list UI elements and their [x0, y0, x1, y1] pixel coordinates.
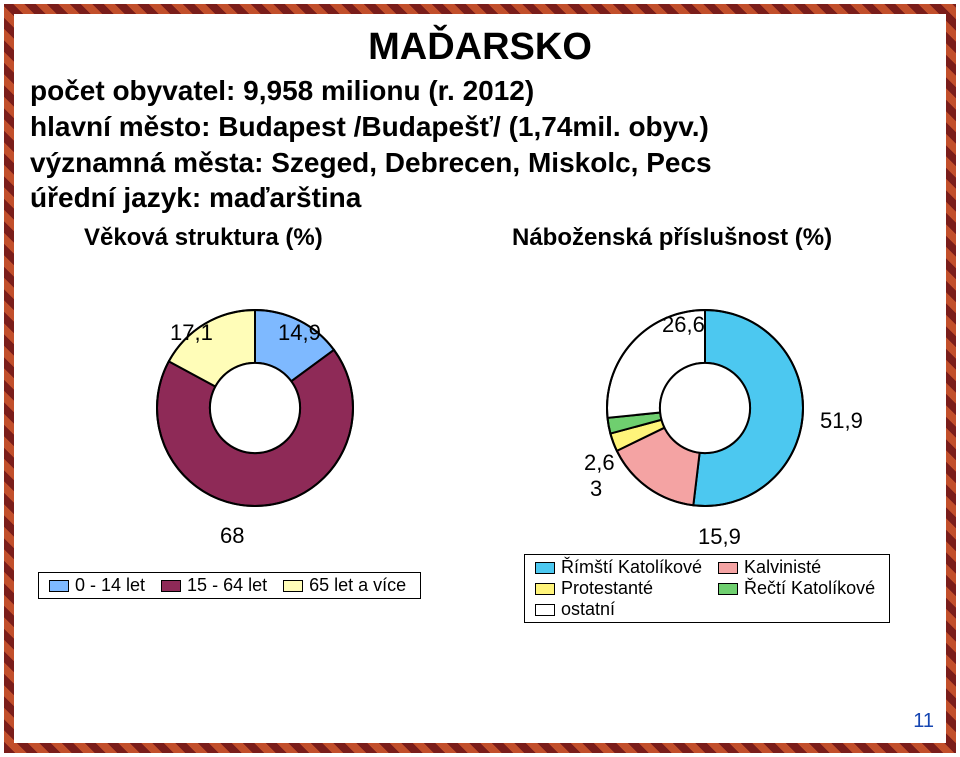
left-chart-cell: 14,9 68 17,1	[30, 258, 480, 548]
legend-swatch	[718, 562, 738, 574]
legend-item: Protestanté	[529, 578, 712, 599]
fact-cities: významná města: Szeged, Debrecen, Miskol…	[30, 145, 930, 181]
legend-swatch	[49, 580, 69, 592]
fact-capital: hlavní město: Budapest /Budapešť/ (1,74m…	[30, 109, 930, 145]
donut-chart	[480, 258, 930, 548]
right-chart-cell: 51,9 15,9 32,6 26,6	[480, 258, 930, 548]
slice-label: 15,9	[698, 524, 741, 550]
legend-label: 0 - 14 let	[75, 575, 145, 596]
legend-item: Kalvinisté	[712, 557, 885, 578]
legend-item: 0 - 14 let	[43, 575, 155, 596]
left-chart-title: Věková struktura (%)	[30, 224, 502, 252]
legend-item: 65 let a více	[277, 575, 416, 596]
right-legend-cell: Římští KatolíkovéProtestantéostatní Kalvi…	[480, 554, 930, 624]
legend-label: Řečtí Katolíkové	[744, 578, 875, 599]
legend-swatch	[535, 562, 555, 574]
slice-label: 68	[220, 523, 244, 549]
legend-item: ostatní	[529, 599, 712, 620]
right-legend: Římští KatolíkovéProtestantéostatní Kalvi…	[524, 554, 890, 623]
left-legend: 0 - 14 let 15 - 64 let 65 let a více	[38, 572, 421, 599]
slice-label: 2,6	[584, 450, 615, 476]
page-number: 11	[913, 710, 934, 733]
fact-population: počet obyvatel: 9,958 milionu (r. 2012)	[30, 73, 930, 109]
facts-block: počet obyvatel: 9,958 milionu (r. 2012) …	[30, 73, 930, 216]
legend-label: Kalvinisté	[744, 557, 821, 578]
legend-label: Protestanté	[561, 578, 653, 599]
legend-swatch	[535, 604, 555, 616]
legend-item: 15 - 64 let	[155, 575, 277, 596]
legend-label: Římští Katolíkové	[561, 557, 702, 578]
slice-label: 3	[590, 476, 602, 502]
slice-label: 14,9	[278, 320, 321, 346]
legend-swatch	[161, 580, 181, 592]
page-title: MAĎARSKO	[30, 26, 930, 69]
legend-swatch	[718, 583, 738, 595]
legend-label: 15 - 64 let	[187, 575, 267, 596]
legend-label: ostatní	[561, 599, 615, 620]
legend-swatch	[283, 580, 303, 592]
legend-label: 65 let a více	[309, 575, 406, 596]
slice-label: 51,9	[820, 408, 863, 434]
left-legend-cell: 0 - 14 let 15 - 64 let 65 let a více	[30, 554, 480, 624]
legend-swatch	[535, 583, 555, 595]
slice-label: 17,1	[170, 320, 213, 346]
slice-label: 26,6	[662, 312, 705, 338]
donut-chart	[30, 258, 480, 548]
legend-item: Řečtí Katolíkové	[712, 578, 885, 599]
fact-language: úřední jazyk: maďarština	[30, 180, 930, 216]
legend-item: Římští Katolíkové	[529, 557, 712, 578]
right-chart-title: Náboženská příslušnost (%)	[502, 224, 930, 252]
slide-content: MAĎARSKO počet obyvatel: 9,958 milionu (…	[30, 24, 930, 733]
